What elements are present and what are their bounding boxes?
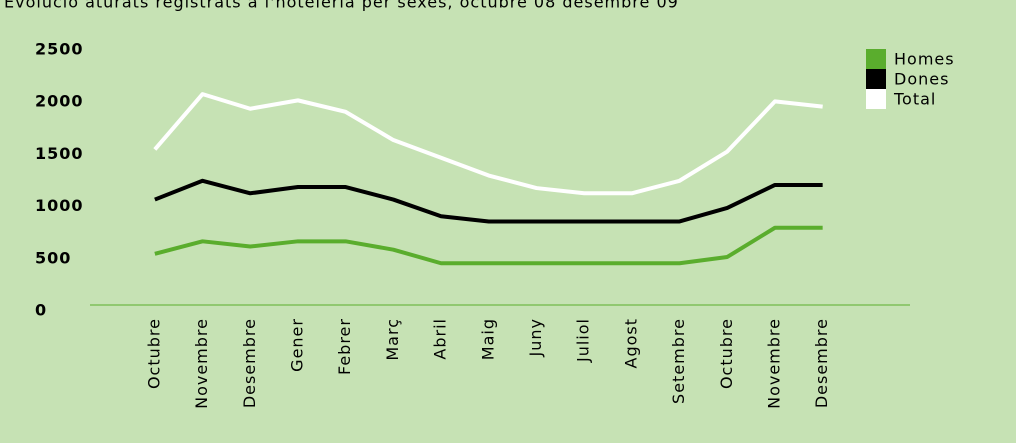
x-tick-label: Gener [287, 318, 306, 372]
x-tick-label: Juliol [574, 318, 593, 363]
x-tick-label: Abril [431, 318, 450, 360]
x-tick-label: Desembre [812, 318, 831, 408]
legend-label: Total [893, 90, 936, 109]
legend-swatch [866, 69, 886, 89]
x-tick-label: Octubre [717, 318, 736, 389]
x-tick-label: Maig [478, 318, 497, 360]
y-tick-label: 2000 [35, 92, 84, 111]
legend-label: Dones [894, 70, 949, 89]
y-tick-label: 500 [35, 248, 71, 267]
x-tick-label: Octubre [144, 318, 163, 389]
y-tick-label: 0 [35, 301, 47, 320]
x-tick-label: Agost [621, 318, 640, 369]
y-tick-label: 1000 [35, 196, 84, 215]
line-series [154, 225, 823, 266]
legend-swatch [866, 49, 886, 69]
x-tick-label: Març [383, 318, 402, 361]
chart-title: Evolució aturats registrats a l'hoteleri… [4, 0, 679, 12]
x-tick-label: Desembre [240, 318, 259, 408]
line-series [154, 178, 823, 224]
x-tick-label: Novembre [764, 318, 783, 409]
line-series [153, 92, 823, 196]
legend-label: Homes [894, 50, 955, 69]
x-tick-label: Febrer [335, 318, 354, 375]
y-tick-label: 2500 [35, 40, 84, 59]
x-tick-label: Novembre [192, 318, 211, 409]
legend-swatch [866, 89, 886, 109]
y-tick-label: 1500 [35, 144, 84, 163]
x-tick-label: Setembre [669, 318, 688, 404]
x-tick-label: Juny [526, 318, 545, 357]
